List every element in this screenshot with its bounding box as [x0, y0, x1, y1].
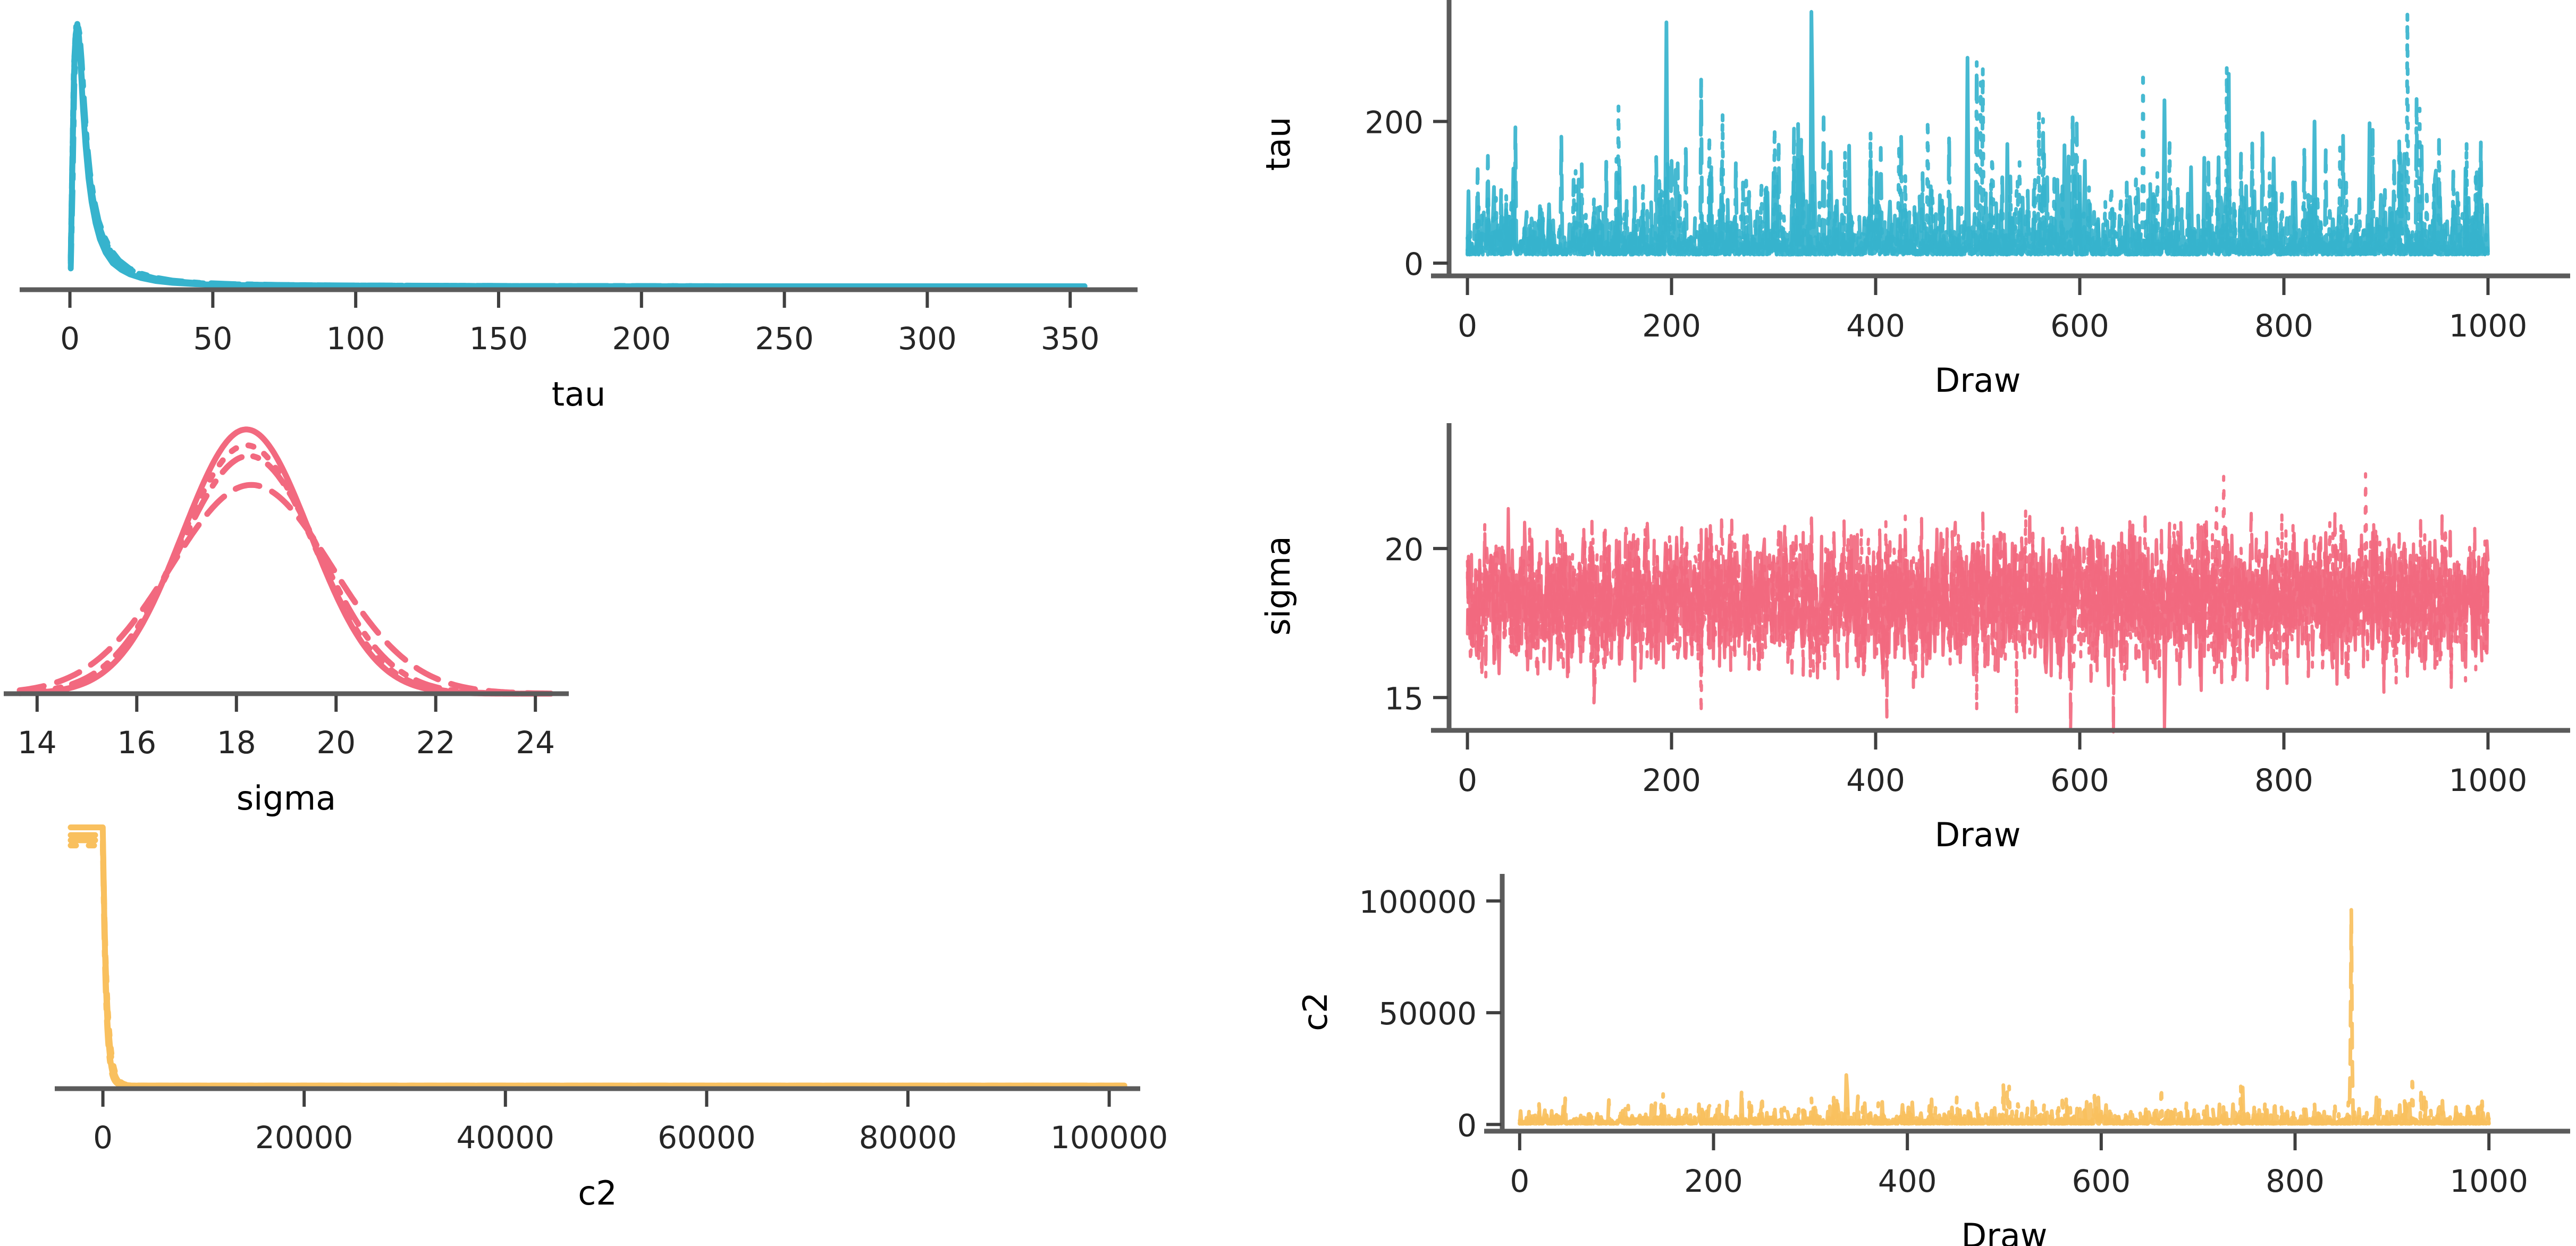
svg-text:0: 0	[1458, 762, 1477, 798]
kde-curve-chain-1	[68, 832, 1127, 1089]
svg-text:20: 20	[1384, 532, 1424, 568]
svg-text:0: 0	[93, 1119, 113, 1156]
panel-sigma-trace: 15 20 0 200 400 600 800 1000 Draw sigma	[1223, 404, 2576, 854]
svg-text:100: 100	[326, 321, 385, 357]
svg-text:800: 800	[2254, 308, 2313, 344]
tau-posterior-canvas: 0 50 100 150 200 250 300 350 tau	[20, 21, 1138, 414]
svg-text:50000: 50000	[1378, 996, 1477, 1032]
trace-line-chain-3	[1518, 1073, 2491, 1126]
svg-text:80000: 80000	[859, 1119, 957, 1156]
svg-text:15: 15	[1384, 680, 1424, 717]
panel-c2-posterior: 0 20000 40000 60000 80000 100000 c2	[0, 808, 1223, 1246]
svg-text:800: 800	[2266, 1163, 2325, 1199]
svg-text:0: 0	[1510, 1163, 1529, 1199]
kde-curve-chain-0	[68, 21, 1088, 289]
svg-text:20000: 20000	[255, 1119, 353, 1156]
svg-text:350: 350	[1041, 321, 1100, 357]
svg-text:150: 150	[469, 321, 528, 357]
y-axis-label: sigma	[1259, 536, 1298, 635]
svg-text:18: 18	[217, 725, 256, 761]
svg-text:800: 800	[2254, 762, 2313, 798]
sigma-posterior-canvas: 14 16 18 20 22 24 sigma	[4, 426, 569, 818]
svg-text:200: 200	[1365, 105, 1424, 141]
kde-curve-chain-3	[68, 23, 1088, 289]
svg-text:60000: 60000	[658, 1119, 756, 1156]
svg-text:200: 200	[612, 321, 671, 357]
svg-text:c2: c2	[578, 1174, 617, 1213]
svg-text:20: 20	[316, 725, 356, 761]
c2-trace-canvas: 0 50000 100000 0 200 400 600 800 1000 Draw c2	[1296, 874, 2570, 1246]
trace-line-chain-3	[1466, 12, 2490, 257]
svg-text:1000: 1000	[2449, 1163, 2528, 1199]
kde-curve-chain-1	[16, 482, 554, 697]
tau-trace-canvas: 0 200 0 200 400 600 800 1000 Draw tau	[1259, 0, 2570, 400]
kde-curve-chain-3	[68, 843, 1127, 1089]
svg-text:Draw: Draw	[1935, 361, 2021, 400]
svg-text:0: 0	[60, 321, 80, 357]
svg-text:0: 0	[1458, 308, 1477, 344]
svg-text:16: 16	[117, 725, 156, 761]
panel-c2-trace: 0 50000 100000 0 200 400 600 800 1000 Draw c2	[1223, 808, 2576, 1246]
svg-text:tau: tau	[552, 375, 606, 414]
svg-text:Draw: Draw	[1962, 1216, 2048, 1246]
svg-text:0: 0	[1457, 1107, 1477, 1143]
svg-text:0: 0	[1404, 246, 1424, 282]
y-axis-label: tau	[1259, 117, 1298, 171]
svg-text:600: 600	[2072, 1163, 2131, 1199]
svg-text:40000: 40000	[457, 1119, 555, 1156]
svg-text:300: 300	[898, 321, 957, 357]
svg-text:600: 600	[2050, 762, 2109, 798]
svg-text:50: 50	[193, 321, 232, 357]
panel-tau-trace: 0 200 0 200 400 600 800 1000 Draw tau	[1223, 0, 2576, 404]
panel-tau-posterior: 0 50 100 150 200 250 300 350 tau	[0, 0, 1223, 414]
svg-text:1000: 1000	[2449, 762, 2528, 798]
svg-text:400: 400	[1846, 762, 1905, 798]
y-axis-label: c2	[1296, 992, 1335, 1031]
c2-posterior-canvas: 0 20000 40000 60000 80000 100000 c2	[55, 824, 1168, 1213]
svg-text:200: 200	[1642, 308, 1701, 344]
svg-text:100000: 100000	[1050, 1119, 1168, 1156]
panel-sigma-posterior: 14 16 18 20 22 24 sigma	[0, 404, 1223, 818]
svg-text:250: 250	[755, 321, 814, 357]
kde-curve-chain-2	[68, 837, 1127, 1089]
svg-text:22: 22	[416, 725, 456, 761]
svg-text:Draw: Draw	[1935, 815, 2021, 854]
svg-text:200: 200	[1684, 1163, 1743, 1199]
kde-curve-chain-2	[68, 21, 1088, 289]
svg-text:400: 400	[1878, 1163, 1937, 1199]
svg-text:200: 200	[1642, 762, 1701, 798]
svg-text:1000: 1000	[2449, 308, 2528, 344]
kde-curve-chain-0	[68, 824, 1127, 1089]
svg-text:600: 600	[2050, 308, 2109, 344]
svg-text:24: 24	[516, 725, 555, 761]
trace-line-chain-3	[1466, 472, 2490, 716]
kde-curve-chain-1	[68, 23, 1088, 289]
svg-text:sigma: sigma	[237, 779, 336, 818]
svg-text:14: 14	[18, 725, 57, 761]
kde-curve-chain-0	[16, 426, 554, 697]
svg-text:400: 400	[1846, 308, 1905, 344]
svg-text:100000: 100000	[1359, 884, 1477, 920]
